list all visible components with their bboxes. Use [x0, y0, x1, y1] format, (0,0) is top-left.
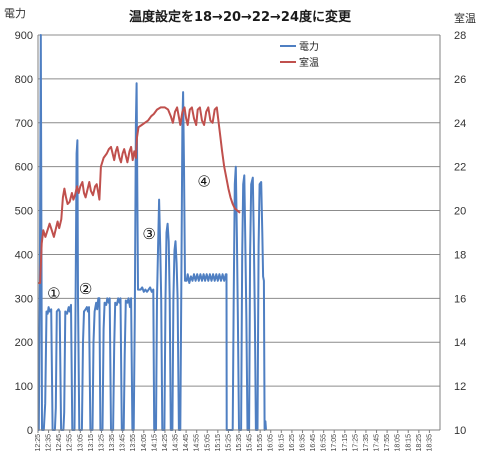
x-axis-tick-label: 13:55 [130, 434, 137, 452]
x-axis-tick-label: 14:25 [162, 434, 169, 452]
x-axis-tick-label: 18:35 [426, 434, 433, 452]
right-axis-label: 室温 [454, 11, 476, 25]
right-axis-tick-label: 20 [454, 206, 466, 218]
annotation-marker: ③ [142, 225, 155, 243]
x-axis-tick-labels: 12:25 12:35 12:45 12:55 13:05 13:15 13:25 13:35… [35, 430, 433, 452]
x-axis-tick-label: 18:25 [416, 434, 423, 452]
x-axis-tick-label: 13:35 [109, 434, 116, 452]
x-axis-tick-label: 16:55 [321, 434, 328, 452]
left-axis-tick-label: 600 [15, 162, 33, 174]
x-axis-tick-label: 17:55 [384, 434, 391, 452]
left-axis-tick-label: 800 [15, 74, 33, 86]
x-axis-tick-label: 12:45 [56, 434, 63, 452]
x-axis-tick-label: 14:15 [151, 434, 158, 452]
right-axis-tick-label: 28 [454, 30, 466, 42]
series-line-room-temp [38, 106, 241, 284]
left-axis-tick-label: 200 [15, 337, 33, 349]
series-line-power [37, 34, 267, 431]
x-axis-tick-label: 13:05 [77, 434, 84, 452]
x-axis-tick-label: 16:15 [278, 434, 285, 452]
left-axis-tick-label: 300 [15, 293, 33, 305]
right-axis-tick-label: 16 [454, 293, 466, 305]
annotation-marker: ① [47, 284, 60, 302]
x-axis-tick-label: 18:05 [395, 434, 402, 452]
x-axis-tick-label: 17:05 [331, 434, 338, 452]
x-axis-tick-label: 14:45 [183, 434, 190, 452]
x-axis-tick-label: 13:25 [98, 434, 105, 452]
annotations: ① ② ③ ④ [47, 172, 211, 302]
x-axis-tick-label: 14:05 [141, 434, 148, 452]
x-axis-tick-label: 17:35 [363, 434, 370, 452]
x-axis-tick-label: 13:45 [120, 434, 127, 452]
x-axis-tick-label: 14:55 [194, 434, 201, 452]
left-axis-label: 電力 [4, 7, 26, 20]
left-axis-tick-label: 500 [15, 206, 33, 218]
left-axis-tick-label: 900 [15, 30, 33, 42]
x-axis-tick-label: 17:15 [342, 434, 349, 452]
right-axis-tick-label: 10 [454, 425, 466, 437]
series-lines [37, 34, 267, 431]
left-axis-tick-labels: 0 100 200 300 400 500 600 700 800 900 [15, 30, 33, 437]
x-axis-tick-label: 12:55 [67, 434, 74, 452]
x-axis-tick-label: 17:45 [374, 434, 381, 452]
x-axis-tick-label: 16:25 [289, 434, 296, 452]
legend-box [276, 36, 330, 70]
left-axis-tick-label: 700 [15, 118, 33, 130]
legend-label-room-temp: 室温 [299, 56, 319, 69]
x-axis-tick-label: 15:15 [215, 434, 222, 452]
x-axis-tick-label: 15:45 [247, 434, 254, 452]
x-axis-tick-label: 15:05 [204, 434, 211, 452]
x-axis-tick-label: 14:35 [173, 434, 180, 452]
x-axis-tick-label: 15:55 [257, 434, 264, 452]
x-axis-tick-label: 17:25 [352, 434, 359, 452]
right-axis-tick-label: 24 [454, 118, 466, 130]
x-axis-tick-label: 13:15 [88, 434, 95, 452]
x-axis-tick-label: 16:45 [310, 434, 317, 452]
right-axis-tick-label: 18 [454, 249, 466, 261]
annotation-marker: ② [79, 280, 92, 298]
x-axis-tick-label: 15:35 [236, 434, 243, 452]
right-axis-tick-label: 12 [454, 381, 466, 393]
x-axis-tick-label: 18:15 [405, 434, 412, 452]
x-axis-tick-label: 12:25 [35, 434, 42, 452]
right-axis-tick-labels: 10 12 14 16 18 20 22 24 26 28 [454, 30, 466, 437]
right-axis-tick-label: 14 [454, 337, 466, 349]
right-axis-tick-label: 26 [454, 74, 466, 86]
chart-title: 温度設定を18→20→22→24度に変更 [129, 9, 352, 25]
x-axis-tick-label: 16:05 [268, 434, 275, 452]
x-axis-tick-label: 15:25 [225, 434, 232, 452]
legend-label-power: 電力 [299, 40, 319, 53]
left-axis-tick-label: 0 [27, 425, 33, 437]
legend: 電力 室温 [276, 36, 330, 70]
x-axis-tick-label: 12:35 [46, 434, 53, 452]
x-axis-tick-label: 16:35 [299, 434, 306, 452]
left-axis-tick-label: 100 [15, 381, 33, 393]
right-axis-tick-label: 22 [454, 162, 466, 174]
left-axis-tick-label: 400 [15, 249, 33, 261]
annotation-marker: ④ [197, 172, 210, 190]
